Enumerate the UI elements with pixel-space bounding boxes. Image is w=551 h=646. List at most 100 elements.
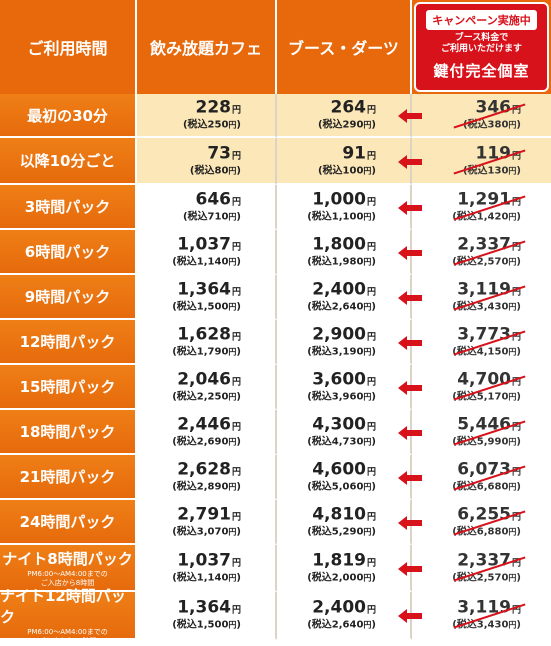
table-row: 18時間パック 2,446円 (税込2,690円) 4,300円 (税込4,730円) 5… bbox=[0, 410, 551, 455]
room-tax-yen: 円 bbox=[508, 347, 517, 356]
row-label-cell: 12時間パック bbox=[0, 320, 137, 365]
room-tax: (税込6,880 bbox=[452, 526, 509, 537]
room-tax: (税込3,430 bbox=[452, 619, 509, 631]
room-tax-yen: 円 bbox=[508, 573, 517, 582]
row-note: PM6:00〜AM4:00までの ご入店から12時間 bbox=[27, 628, 108, 646]
room-tax-yen: 円 bbox=[508, 166, 517, 175]
booth-yen: 円 bbox=[366, 558, 376, 568]
booth-tax: (税込1,100 bbox=[307, 211, 364, 222]
cafe-tax-yen: 円 bbox=[228, 257, 237, 266]
cafe-yen: 円 bbox=[231, 332, 241, 342]
left-arrow-icon bbox=[398, 515, 422, 530]
header-time: ご利用時間 bbox=[0, 0, 137, 94]
row-label-cell: 24時間パック bbox=[0, 500, 137, 545]
booth-amount: 2,400 bbox=[312, 279, 366, 299]
table-row: ナイト8時間パック PM6:00〜AM4:00までの ご入店から8時間 1,037円(… bbox=[0, 545, 551, 592]
cafe-tax: (税込1,140 bbox=[172, 256, 229, 267]
row-label-cell: ナイト8時間パック PM6:00〜AM4:00までの ご入店から8時間 bbox=[0, 545, 137, 592]
booth-price: 1,819円 (税込2,000円) bbox=[307, 550, 376, 584]
booth-price: 1,800円 (税込1,980円) bbox=[307, 234, 376, 268]
booth-tax-yen: 円 bbox=[363, 527, 372, 536]
room-tax-yen: 円 bbox=[508, 120, 517, 130]
booth-yen: 円 bbox=[366, 287, 376, 297]
room-price-cell: 6,255円 (税込6,880円) bbox=[398, 500, 551, 545]
cafe-tax: (税込2,250 bbox=[172, 391, 229, 402]
room-tax: (税込2,570 bbox=[452, 572, 509, 583]
room-price-cell: 6,073円 (税込6,680円) bbox=[398, 455, 551, 500]
cafe-amount: 1,628 bbox=[177, 324, 231, 344]
header-booth: ブース・ダーツ bbox=[277, 0, 412, 94]
booth-price-cell: 2,400円 (税込2,640円) bbox=[277, 275, 412, 320]
row-label: 12時間パック bbox=[19, 333, 116, 351]
booth-tax-yen: 円 bbox=[363, 392, 372, 401]
room-amount: 1,291 bbox=[457, 189, 511, 209]
cafe-price-cell: 1,364円 (税込1,500円) bbox=[137, 275, 277, 320]
booth-yen: 円 bbox=[366, 332, 376, 342]
room-yen: 円 bbox=[511, 377, 521, 387]
cafe-tax-yen: 円 bbox=[228, 120, 237, 130]
cafe-amount: 2,046 bbox=[177, 369, 231, 389]
booth-amount: 4,810 bbox=[312, 504, 366, 524]
booth-price-cell: 4,600円 (税込5,060円) bbox=[277, 455, 412, 500]
left-arrow-icon bbox=[398, 608, 422, 623]
cafe-yen: 円 bbox=[231, 151, 241, 161]
booth-price: 1,000円 (税込1,100円) bbox=[307, 189, 376, 223]
cafe-tax-yen: 円 bbox=[228, 212, 237, 221]
booth-amount: 2,400 bbox=[312, 597, 366, 618]
cafe-yen: 円 bbox=[231, 605, 241, 616]
booth-tax-yen: 円 bbox=[363, 620, 372, 630]
left-arrow-icon bbox=[398, 154, 422, 169]
booth-tax: (税込5,290 bbox=[307, 526, 364, 537]
left-arrow-icon bbox=[398, 108, 422, 123]
room-price-cell: 3,119円 (税込3,430円) bbox=[398, 275, 551, 320]
booth-yen: 円 bbox=[366, 377, 376, 387]
row-note-line-1: PM6:00〜AM4:00までの bbox=[27, 569, 108, 578]
cafe-yen: 円 bbox=[231, 512, 241, 522]
cafe-price: 1,628円 (税込1,790円) bbox=[172, 324, 241, 358]
cafe-price-cell: 2,791円 (税込3,070円) bbox=[137, 500, 277, 545]
row-label: 15時間パック bbox=[19, 378, 116, 396]
cafe-tax-yen: 円 bbox=[228, 437, 237, 446]
campaign-sub-line-2: ご利用いただけます bbox=[440, 44, 522, 54]
table-row: 15時間パック 2,046円 (税込2,250円) 3,600円 (税込3,960円) 4… bbox=[0, 365, 551, 410]
row-label: 以降10分ごと bbox=[19, 152, 116, 170]
cafe-tax-yen: 円 bbox=[228, 392, 237, 401]
row-label-cell: 3時間パック bbox=[0, 185, 137, 230]
row-label-cell: 18時間パック bbox=[0, 410, 137, 455]
room-yen: 円 bbox=[511, 467, 521, 477]
left-arrow-icon bbox=[398, 245, 422, 260]
table-row: 以降10分ごと 73円 (税込80円) 91円 (税込100円) 119円 (税込130円) bbox=[0, 138, 551, 185]
row-label: 6時間パック bbox=[24, 243, 111, 261]
booth-tax-yen: 円 bbox=[363, 257, 372, 266]
cafe-price-cell: 1,364円 (税込1,500円) bbox=[137, 592, 277, 640]
row-label: 9時間パック bbox=[24, 288, 111, 306]
cafe-yen: 円 bbox=[231, 422, 241, 432]
room-tax: (税込2,570 bbox=[452, 256, 509, 267]
booth-price: 2,900円 (税込3,190円) bbox=[307, 324, 376, 358]
header-time-label: ご利用時間 bbox=[27, 39, 108, 58]
left-arrow-icon bbox=[398, 380, 422, 395]
room-yen: 円 bbox=[511, 332, 521, 342]
room-tax-yen: 円 bbox=[508, 392, 517, 401]
booth-yen: 円 bbox=[366, 151, 376, 161]
room-tax-yen: 円 bbox=[508, 437, 517, 446]
cafe-price: 228円 (税込250円) bbox=[182, 97, 241, 131]
cafe-amount: 1,037 bbox=[177, 234, 231, 254]
room-amount: 2,337 bbox=[457, 550, 511, 570]
booth-yen: 円 bbox=[366, 512, 376, 522]
campaign-badge: キャンペーン実施中 ブース料金で ご利用いただけます 鍵付完全個室 bbox=[414, 2, 549, 92]
room-yen: 円 bbox=[511, 558, 521, 568]
row-label-cell: 最初の30分 bbox=[0, 94, 137, 138]
booth-tax: (税込2,000 bbox=[307, 572, 364, 583]
booth-tax: (税込3,960 bbox=[307, 391, 364, 402]
cafe-price-cell: 2,046円 (税込2,250円) bbox=[137, 365, 277, 410]
cafe-price: 646円 (税込710円) bbox=[182, 189, 241, 223]
booth-price: 91円 (税込100円) bbox=[317, 143, 376, 177]
cafe-tax: (税込80 bbox=[189, 165, 229, 176]
cafe-amount: 228 bbox=[195, 97, 231, 118]
row-label: 24時間パック bbox=[19, 513, 116, 531]
cafe-price: 2,628円 (税込2,890円) bbox=[172, 459, 241, 493]
booth-amount: 264 bbox=[330, 97, 366, 118]
cafe-yen: 円 bbox=[231, 197, 241, 207]
cafe-yen: 円 bbox=[231, 377, 241, 387]
